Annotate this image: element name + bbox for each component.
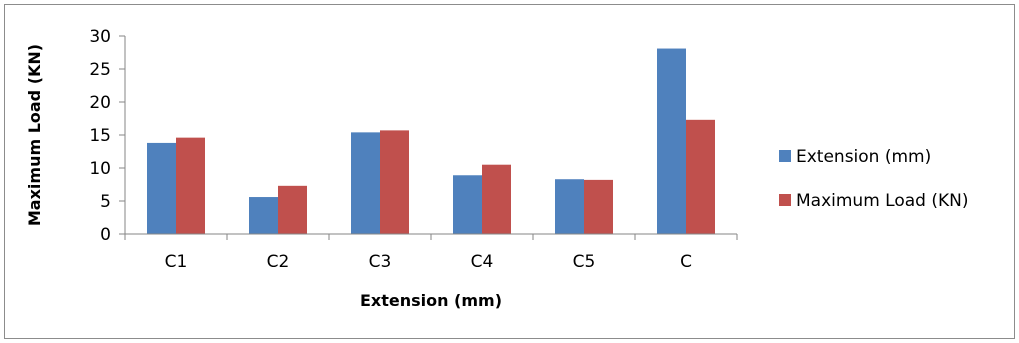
bar-extension bbox=[147, 142, 176, 234]
x-tick-label: C2 bbox=[267, 252, 290, 272]
bar-maximum-load bbox=[584, 179, 613, 234]
y-axis-title: Maximum Load (KN) bbox=[25, 44, 44, 226]
x-tick-label: C5 bbox=[573, 252, 596, 272]
y-tick-label: 25 bbox=[89, 60, 111, 80]
plot-area: 0 5 10 15 20 25 30 C1 C2 C3 C4 C5 C bbox=[89, 27, 738, 272]
y-tick-label: 0 bbox=[100, 225, 111, 245]
legend: Extension (mm) Maximum Load (KN) bbox=[779, 147, 968, 211]
x-tick-label: C4 bbox=[471, 252, 494, 272]
bar-maximum-load bbox=[176, 137, 205, 234]
bar-extension bbox=[453, 175, 482, 234]
y-tick-label: 15 bbox=[89, 126, 111, 146]
legend-swatch bbox=[779, 150, 791, 162]
x-tick-label: C3 bbox=[369, 252, 392, 272]
x-tick-label: C bbox=[680, 252, 692, 272]
bar-maximum-load bbox=[278, 185, 307, 234]
x-axis-title: Extension (mm) bbox=[360, 291, 502, 310]
legend-label: Maximum Load (KN) bbox=[796, 191, 968, 211]
y-tick-label: 10 bbox=[89, 159, 111, 179]
legend-label: Extension (mm) bbox=[796, 147, 931, 167]
bar-extension bbox=[351, 132, 380, 234]
bar-extension bbox=[657, 48, 686, 234]
legend-swatch bbox=[779, 194, 791, 206]
y-tick-label: 30 bbox=[89, 27, 111, 47]
bar-maximum-load bbox=[380, 130, 409, 234]
bar-maximum-load bbox=[686, 119, 715, 234]
y-tick-label: 5 bbox=[100, 192, 111, 212]
bar-extension bbox=[249, 197, 278, 234]
bar-extension bbox=[555, 179, 584, 234]
x-tick-label: C1 bbox=[165, 252, 188, 272]
bar-maximum-load bbox=[482, 164, 511, 234]
y-tick-label: 20 bbox=[89, 93, 111, 113]
